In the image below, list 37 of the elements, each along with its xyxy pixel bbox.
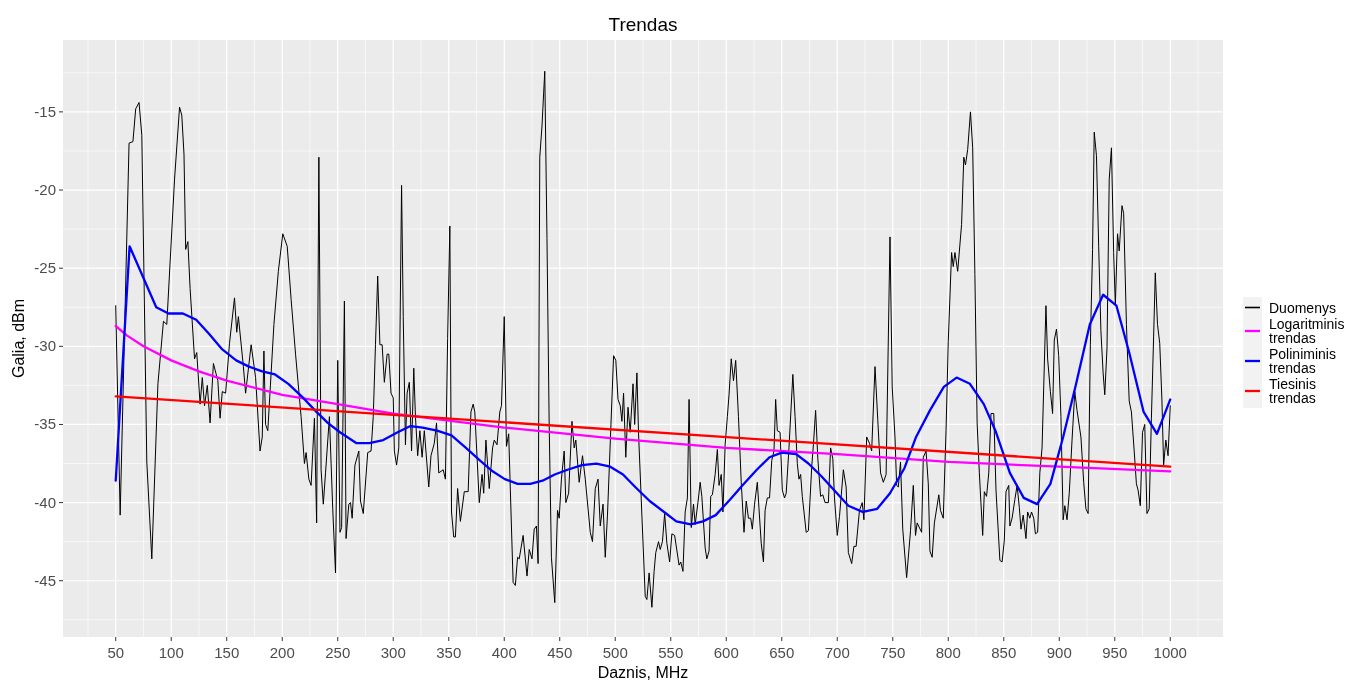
x-tick-label: 700 — [824, 644, 850, 661]
x-tick-label: 650 — [769, 644, 795, 661]
y-tick-label: -15 — [34, 102, 56, 120]
legend-label: Logaritminis trendas — [1269, 315, 1345, 347]
x-tick-label: 250 — [325, 644, 351, 661]
legend-label: Tiesinis trendas — [1269, 375, 1316, 407]
x-tick-label: 50 — [107, 644, 125, 661]
legend-label: Duomenys — [1269, 299, 1336, 316]
y-tick-label: -40 — [34, 493, 56, 511]
x-tick-label: 350 — [436, 644, 462, 661]
x-tick-label: 1000 — [1153, 644, 1187, 661]
y-tick-label: -25 — [34, 259, 56, 277]
line-series — [115, 70, 1171, 608]
x-tick-label: 750 — [880, 644, 906, 661]
legend-label: Poliniminis trendas — [1269, 345, 1336, 377]
x-tick-label: 450 — [547, 644, 573, 661]
x-tick-label: 550 — [658, 644, 684, 661]
x-tick-label: 500 — [602, 644, 628, 661]
x-tick-label: 600 — [713, 644, 739, 661]
x-axis-title: Daznis, MHz — [597, 664, 689, 681]
y-axis-title: Galia, dBm — [10, 298, 27, 379]
y-tick-label: -30 — [34, 337, 56, 355]
chart-title: Trendas — [608, 14, 678, 35]
x-tick-label: 150 — [214, 644, 240, 661]
x-tick-label: 900 — [1046, 644, 1072, 661]
line-series — [114, 245, 1172, 526]
x-tick-label: 200 — [269, 644, 295, 661]
x-tick-label: 800 — [935, 644, 961, 661]
x-tick-label: 850 — [991, 644, 1017, 661]
line-series — [114, 324, 1172, 473]
y-tick-label: -20 — [34, 181, 56, 199]
x-tick-label: 950 — [1102, 644, 1128, 661]
y-tick-label: -45 — [34, 571, 56, 589]
x-tick-label: 100 — [158, 644, 184, 661]
x-tick-label: 400 — [491, 644, 517, 661]
x-tick-label: 300 — [380, 644, 406, 661]
y-tick-label: -35 — [34, 415, 56, 433]
